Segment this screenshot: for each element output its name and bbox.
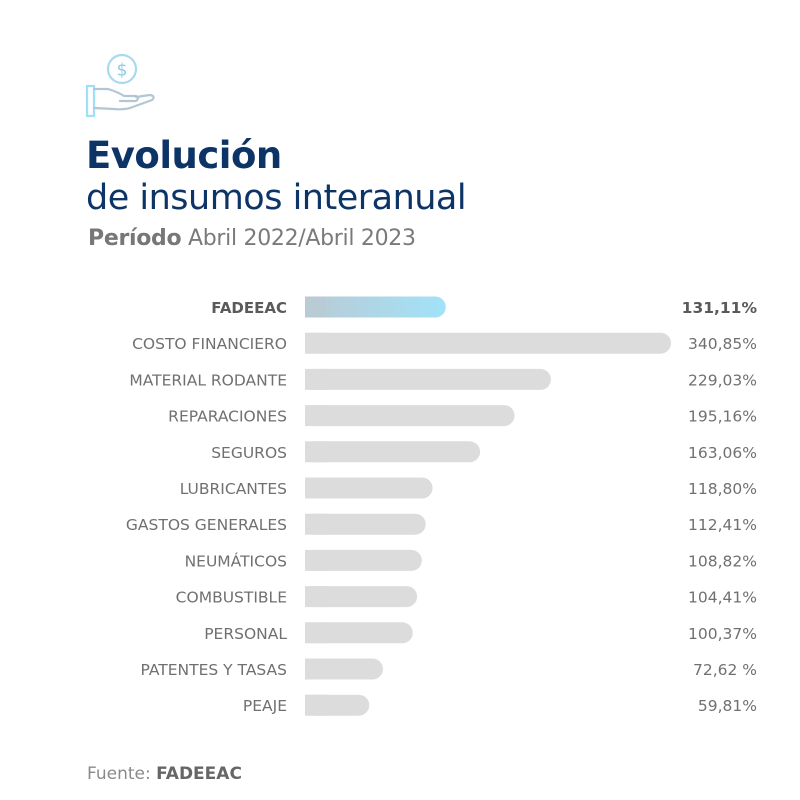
- bar-square-start: [305, 368, 326, 390]
- bar: [305, 513, 426, 535]
- category-label: GASTOS GENERALES: [126, 516, 287, 534]
- value-label: 131,11%: [682, 299, 758, 317]
- category-label: COMBUSTIBLE: [176, 589, 287, 607]
- value-label: 108,82%: [688, 552, 757, 570]
- bar-square-start: [305, 622, 326, 644]
- value-label: 118,80%: [688, 480, 757, 498]
- source-note: Fuente: FADEEAC: [87, 764, 242, 784]
- svg-text:$: $: [117, 61, 128, 81]
- category-label: PEAJE: [243, 697, 287, 715]
- category-label: MATERIAL RODANTE: [129, 371, 287, 389]
- category-label: SEGUROS: [211, 444, 287, 462]
- bar: [305, 441, 481, 463]
- bar-square-start: [305, 477, 326, 499]
- category-label: PERSONAL: [204, 625, 287, 643]
- value-label: 59,81%: [698, 697, 757, 715]
- bar-square-start: [305, 405, 326, 427]
- bar-square-start: [305, 296, 326, 318]
- title-line-1: Evolución: [86, 134, 282, 177]
- period-value: Abril 2022/Abril 2023: [188, 226, 416, 251]
- value-label: 163,06%: [688, 444, 757, 462]
- source-value: FADEEAC: [156, 764, 242, 784]
- value-label: 100,37%: [688, 625, 757, 643]
- bar-square-start: [305, 658, 326, 680]
- category-label: FADEEAC: [211, 299, 287, 317]
- value-label: 340,85%: [688, 335, 757, 353]
- bar: [305, 477, 433, 499]
- category-label: REPARACIONES: [168, 408, 287, 426]
- bar-square-start: [305, 586, 326, 608]
- bar: [305, 368, 551, 390]
- value-label: 229,03%: [688, 371, 757, 389]
- bar-square-start: [305, 441, 326, 463]
- bar: [305, 622, 413, 644]
- category-label: PATENTES Y TASAS: [141, 661, 287, 679]
- value-label: 112,41%: [688, 516, 757, 534]
- value-label: 104,41%: [688, 589, 757, 607]
- source-label: Fuente:: [87, 764, 151, 784]
- bar: [305, 296, 446, 318]
- period-label: Período: [88, 226, 182, 251]
- bar: [305, 549, 422, 571]
- bar-square-start: [305, 513, 326, 535]
- category-label: NEUMÁTICOS: [185, 551, 287, 570]
- value-label: 195,16%: [688, 408, 757, 426]
- hand-with-dollar-coin-icon: $: [85, 53, 155, 118]
- bar: [305, 405, 515, 427]
- category-label: COSTO FINANCIERO: [132, 335, 287, 353]
- value-label: 72,62 %: [693, 661, 757, 679]
- period-subtitle: Período Abril 2022/Abril 2023: [88, 226, 416, 251]
- bar-square-start: [305, 332, 326, 354]
- bar-square-start: [305, 694, 326, 716]
- category-label: LUBRICANTES: [180, 480, 287, 498]
- bar-square-start: [305, 549, 326, 571]
- bar: [305, 332, 671, 354]
- bar: [305, 586, 418, 608]
- title-line-2: de insumos interanual: [86, 178, 467, 218]
